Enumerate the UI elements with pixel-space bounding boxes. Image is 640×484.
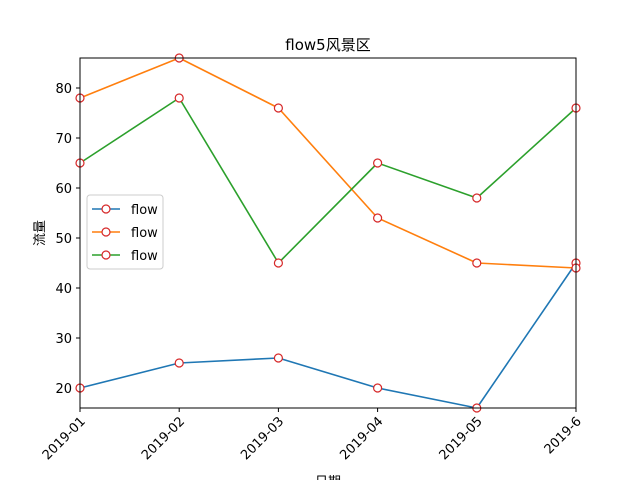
legend-swatch-marker [101,204,111,214]
y-axis-ticks: 20 30 40 50 60 70 80 [55,82,80,397]
y-tick-label: 40 [55,282,72,297]
data-point [373,158,383,168]
data-point [174,358,184,368]
y-tick-label: 30 [55,332,72,347]
series-line [79,97,577,264]
y-tick-label: 50 [55,232,72,247]
legend-item: flow [92,249,158,264]
series-lines [75,53,581,413]
series-line [79,57,577,269]
legend-swatch-marker [101,227,111,237]
y-tick-label: 80 [55,82,72,97]
y-axis-label: 流量 [33,220,48,246]
y-tick-label: 20 [55,382,72,397]
data-point [273,103,283,113]
plot-area-frame [79,57,577,409]
legend: flow flow flow [86,194,164,270]
data-point [273,258,283,268]
data-point [373,213,383,223]
legend-item: flow [92,226,158,241]
data-point [472,258,482,268]
legend-label: flow [131,203,158,218]
data-point [174,93,184,103]
chart-title: flow5风景区 [285,36,370,54]
legend-label: flow [131,226,158,241]
legend-item: flow [92,203,158,218]
data-point [273,353,283,363]
legend-label: flow [131,249,158,264]
x-axis-label: 日期 [315,475,341,480]
y-tick-label: 60 [55,182,72,197]
data-point [472,193,482,203]
legend-swatch-marker [101,250,111,260]
series-line [79,262,577,409]
data-point [373,383,383,393]
y-tick-label: 70 [55,132,72,147]
